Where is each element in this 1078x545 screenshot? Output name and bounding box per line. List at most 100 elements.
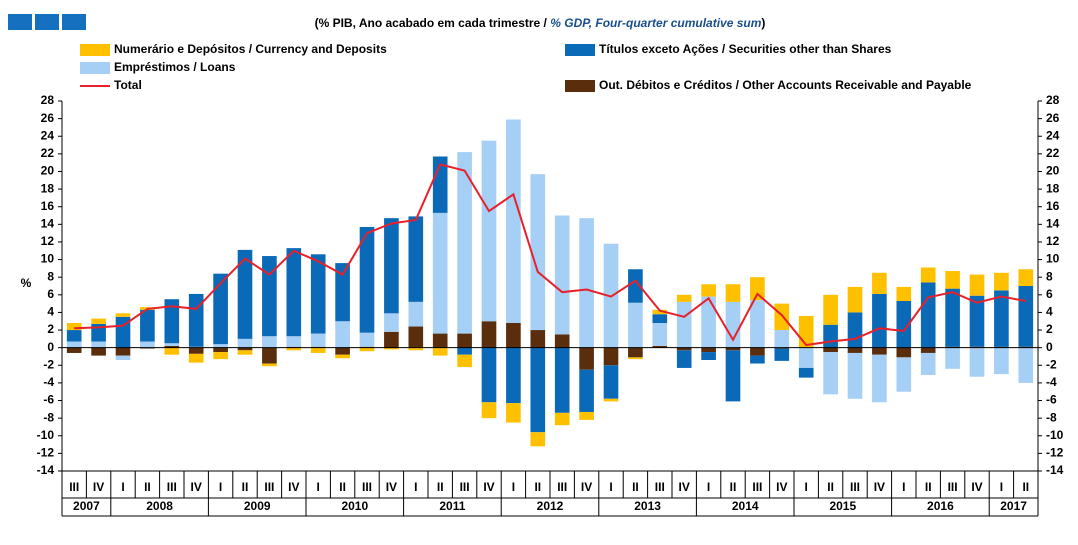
x-tick-label: III <box>362 480 372 494</box>
y2-tick-label: -4 <box>1046 375 1057 389</box>
legend-swatch <box>565 44 595 56</box>
year-label: 2011 <box>439 499 465 513</box>
bar-segment <box>115 316 131 348</box>
bar-segment <box>140 309 155 342</box>
bar-segment <box>506 323 521 348</box>
bar-segment <box>847 352 863 399</box>
bar-segment <box>237 350 253 355</box>
bar-segment <box>335 263 350 322</box>
bar-segment <box>213 347 228 353</box>
bar-segment <box>579 347 594 370</box>
bar-segment <box>481 321 497 348</box>
bar-segment <box>1018 347 1034 383</box>
x-tick-label: III <box>655 480 665 494</box>
x-tick-label: IV <box>581 480 592 494</box>
y2-tick-label: 8 <box>1046 269 1053 283</box>
bar-segment <box>676 301 692 348</box>
bar-segment <box>872 347 887 355</box>
x-tick-label: IV <box>288 480 299 494</box>
y2-tick-label: 10 <box>1046 252 1060 266</box>
y2-tick-label: 18 <box>1046 181 1060 195</box>
bar-segment <box>750 355 765 364</box>
x-tick-label: I <box>219 480 222 494</box>
y2-tick-label: 2 <box>1046 322 1053 336</box>
bar-segment <box>91 341 106 348</box>
x-tick-label: IV <box>483 480 494 494</box>
bar-segment <box>432 212 448 334</box>
bar-segment <box>481 347 497 403</box>
bar-segment <box>798 347 814 368</box>
bar-segment <box>725 284 741 302</box>
bar-segment <box>872 272 887 294</box>
y-tick-label: -10 <box>37 428 55 442</box>
bar-segment <box>237 249 253 339</box>
bar-segment <box>603 365 619 399</box>
year-label: 2008 <box>146 499 173 513</box>
x-tick-label: III <box>264 480 274 494</box>
bar-segment <box>530 347 546 433</box>
y2-tick-label: 4 <box>1046 305 1053 319</box>
bar-segment <box>506 119 521 323</box>
y-tick-label: -2 <box>43 357 54 371</box>
y2-tick-label: 22 <box>1046 146 1060 160</box>
bar-segment <box>579 411 594 420</box>
bar-segment <box>579 369 594 412</box>
bar-segment <box>481 140 497 322</box>
bar-segment <box>286 347 302 351</box>
bar-segment <box>310 254 326 334</box>
y-tick-label: 8 <box>47 269 54 283</box>
x-tick-label: II <box>339 480 346 494</box>
x-tick-label: III <box>69 480 79 494</box>
x-tick-label: IV <box>679 480 690 494</box>
bar-segment <box>798 315 814 348</box>
bar-segment <box>750 277 765 301</box>
bar-segment <box>652 323 668 346</box>
bar-segment <box>701 352 716 360</box>
x-tick-label: I <box>512 480 515 494</box>
bar-segment <box>652 314 668 323</box>
bar-segment <box>945 288 960 347</box>
bar-segment <box>115 347 131 356</box>
bar-segment <box>603 398 619 402</box>
legend-swatch <box>565 80 595 92</box>
bar-segment <box>628 269 643 303</box>
bar-segment <box>554 215 570 335</box>
x-tick-label: II <box>534 480 541 494</box>
bar-segment <box>115 313 131 317</box>
bar-segment <box>823 352 838 395</box>
y2-tick-label: -14 <box>1046 463 1064 477</box>
legend-label: Numerário e Depósitos / Currency and Dep… <box>114 42 387 56</box>
subtitle: (% PIB, Ano acabado em cada trimestre / … <box>315 16 766 30</box>
y2-tick-label: 20 <box>1046 164 1060 178</box>
y-tick-label: -8 <box>43 410 54 424</box>
bar-segment <box>652 345 668 348</box>
bar-segment <box>262 347 277 364</box>
x-tick-label: III <box>557 480 567 494</box>
subtitle-en: % GDP, Four-quarter cumulative sum <box>550 16 761 30</box>
bar-segment <box>530 432 546 447</box>
bar-segment <box>262 363 277 367</box>
bar-segment <box>725 347 741 351</box>
x-tick-label: II <box>437 480 444 494</box>
x-tick-label: III <box>948 480 958 494</box>
bar-segment <box>91 347 106 356</box>
x-tick-label: I <box>902 480 905 494</box>
bar-segment <box>335 347 350 355</box>
y-axis-label: % <box>21 276 32 290</box>
bar-segment <box>628 357 643 360</box>
bar-segment <box>872 354 887 403</box>
x-tick-label: II <box>730 480 737 494</box>
bar-segment <box>847 347 863 353</box>
bar-segment <box>628 347 643 358</box>
bar-segment <box>213 344 228 348</box>
bar-segment <box>237 347 253 351</box>
x-tick-label: II <box>144 480 151 494</box>
x-tick-label: II <box>242 480 249 494</box>
bar-segment <box>994 290 1009 347</box>
bar-segment <box>188 293 204 347</box>
bar-segment <box>750 300 765 348</box>
x-tick-label: I <box>609 480 612 494</box>
year-label: 2007 <box>73 499 100 513</box>
bar-segment <box>628 302 643 348</box>
